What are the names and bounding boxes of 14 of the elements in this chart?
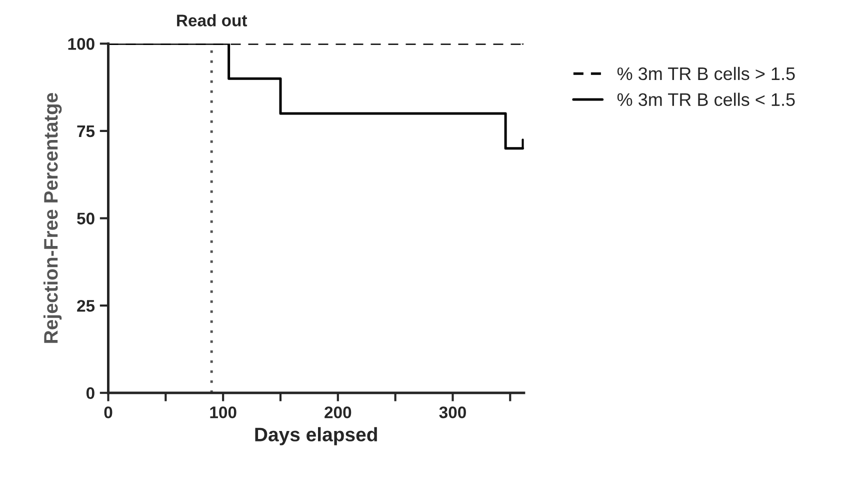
ref-line-label: Read out [177, 14, 248, 26]
legend-label: % 3m TR B cells > 1.5 [617, 66, 795, 80]
y-tick-label: 50 [77, 212, 94, 224]
x-tick-label: 300 [439, 406, 466, 418]
x-tick-label: 0 [104, 406, 112, 418]
y-axis-title: Rejection-Free Percentatge [43, 93, 62, 343]
x-tick-label: 200 [324, 406, 352, 418]
legend-label: % 3m TR B cells < 1.5 [617, 92, 795, 106]
x-axis-title: Days elapsed [255, 427, 377, 446]
y-tick-label: 100 [68, 38, 94, 50]
x-tick-label: 100 [210, 406, 236, 418]
y-tick-label: 25 [77, 300, 95, 312]
y-tick-label: 0 [86, 387, 94, 400]
y-tick-label: 75 [77, 126, 95, 138]
